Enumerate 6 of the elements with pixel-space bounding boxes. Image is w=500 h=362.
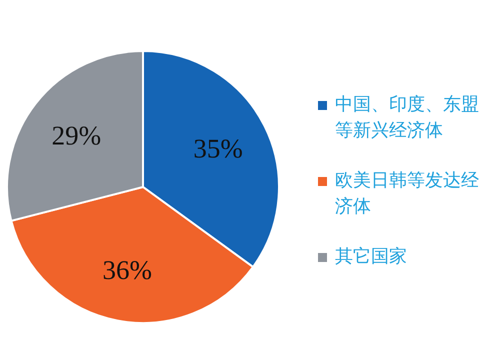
data-label: 35% <box>193 134 243 164</box>
legend-label: 欧美日韩等发达经济体 <box>335 169 480 219</box>
legend-label: 其它国家 <box>335 245 407 269</box>
data-label: 29% <box>52 120 102 150</box>
data-label: 36% <box>102 254 152 285</box>
legend-label: 中国、印度、东盟等新兴经济体 <box>335 93 480 143</box>
